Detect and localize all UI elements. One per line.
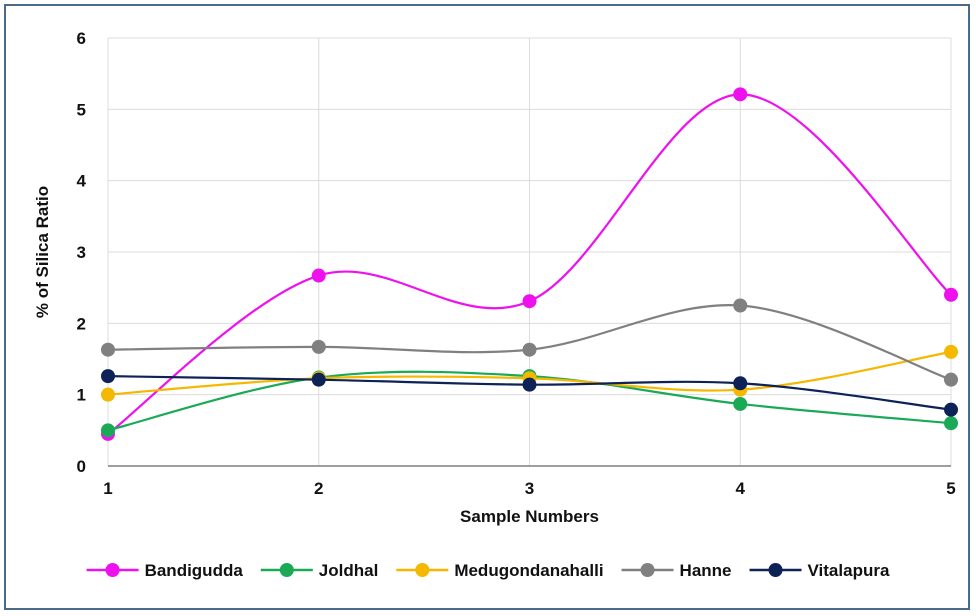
data-point-vitalapura: [522, 377, 537, 392]
data-point-vitalapura: [311, 372, 326, 387]
data-point-joldhal: [733, 396, 748, 411]
legend-marker-bandigudda: [105, 563, 120, 577]
y-tick-label: 1: [77, 386, 86, 405]
series-hanne: [101, 298, 958, 387]
data-point-vitalapura: [101, 369, 115, 384]
legend-item-bandigudda: Bandigudda: [86, 561, 244, 580]
legend-item-joldhal: Joldhal: [260, 561, 379, 580]
y-axis-title: % of Silica Ratio: [33, 186, 52, 318]
data-point-hanne: [944, 372, 958, 387]
data-point-vitalapura: [944, 402, 958, 417]
legend-marker-vitalapura: [768, 563, 783, 577]
legend-marker-joldhal: [279, 563, 294, 577]
legend-label-vitalapura: Vitalapura: [808, 561, 890, 580]
series-group: [101, 87, 958, 441]
legend-label-medugondanahalli: Medugondanahalli: [454, 561, 603, 580]
x-axis-title: Sample Numbers: [460, 507, 599, 526]
x-tick-label: 2: [314, 479, 323, 498]
x-tick-label: 5: [946, 479, 955, 498]
series-line-bandigudda: [107, 93, 952, 435]
y-tick-label: 2: [77, 314, 86, 333]
data-point-hanne: [101, 342, 115, 357]
legend: Bandigudda Joldhal Medugondanahalli Hanne Vi…: [86, 561, 890, 580]
legend-marker-medugondanahalli: [415, 563, 430, 577]
legend-item-hanne: Hanne: [621, 561, 732, 580]
data-point-bandigudda: [522, 294, 537, 309]
data-point-hanne: [733, 298, 748, 313]
data-point-bandigudda: [311, 268, 326, 283]
data-point-medugondanahalli: [101, 387, 115, 402]
data-point-bandigudda: [944, 287, 958, 302]
data-point-bandigudda: [733, 87, 748, 102]
x-tick-label: 4: [736, 479, 746, 498]
series-vitalapura: [101, 369, 958, 417]
data-point-hanne: [522, 342, 537, 357]
legend-marker-hanne: [640, 563, 655, 577]
data-point-joldhal: [101, 423, 115, 438]
x-tick-label: 3: [525, 479, 534, 498]
y-tick-label: 4: [77, 172, 87, 191]
legend-label-hanne: Hanne: [680, 561, 732, 580]
y-tick-label: 0: [77, 457, 86, 476]
gridlines: [107, 37, 952, 466]
data-point-joldhal: [944, 416, 958, 431]
data-point-vitalapura: [733, 376, 748, 391]
data-point-hanne: [311, 339, 326, 354]
legend-item-vitalapura: Vitalapura: [749, 561, 890, 580]
legend-label-bandigudda: Bandigudda: [145, 561, 244, 580]
x-tick-label: 1: [103, 479, 112, 498]
y-tick-label: 6: [77, 29, 86, 48]
y-tick-label: 5: [77, 100, 86, 119]
data-point-medugondanahalli: [944, 344, 958, 359]
y-tick-label: 3: [77, 243, 86, 262]
legend-label-joldhal: Joldhal: [319, 561, 379, 580]
legend-item-medugondanahalli: Medugondanahalli: [396, 561, 604, 580]
